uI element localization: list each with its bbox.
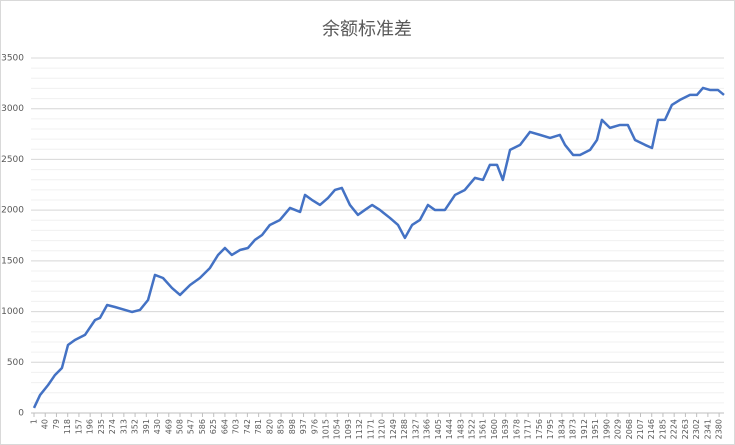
x-tick-label: 1483 [456, 419, 465, 439]
x-tick-label: 1795 [546, 419, 555, 439]
x-tick-label: 2068 [625, 419, 634, 439]
x-tick-label: 937 [299, 419, 308, 434]
x-tick-label: 1405 [434, 419, 443, 439]
x-tick-label: 1 [30, 419, 39, 424]
x-tick-label: 508 [176, 419, 185, 434]
x-tick-label: 1990 [602, 419, 611, 439]
x-tick-label: 352 [131, 419, 140, 434]
y-tick-label: 2500 [1, 155, 24, 165]
x-tick-label: 586 [198, 419, 207, 434]
x-tick-label: 2185 [658, 419, 667, 439]
x-tick-label: 2029 [614, 419, 623, 439]
x-tick-label: 703 [232, 419, 241, 434]
x-tick-label: 1912 [580, 419, 589, 439]
y-tick-label: 0 [18, 409, 24, 419]
x-tick-label: 1171 [366, 419, 375, 439]
x-tick-label: 2146 [647, 419, 656, 439]
x-tick-label: 1327 [411, 419, 420, 439]
x-tick-label: 625 [209, 419, 218, 434]
x-tick-label: 196 [86, 419, 95, 434]
data-line [32, 86, 725, 409]
x-tick-label: 2107 [636, 419, 645, 439]
x-tick-label: 157 [74, 419, 83, 434]
chart-title: 余额标准差 [322, 19, 412, 40]
x-tick-label: 1054 [333, 419, 342, 439]
x-tick-label: 1678 [512, 419, 521, 439]
x-tick-label: 1366 [423, 419, 432, 439]
x-tick-label: 1249 [389, 419, 398, 439]
x-tick-label: 1522 [468, 419, 477, 439]
x-tick-label: 391 [142, 419, 151, 434]
x-tick-label: 1834 [557, 419, 566, 439]
x-tick-label: 274 [108, 419, 117, 434]
x-tick-label: 820 [265, 419, 274, 434]
y-tick-label: 1500 [1, 256, 24, 266]
x-tick-label: 1717 [524, 419, 533, 439]
x-tick-label: 781 [254, 419, 263, 434]
x-tick-label: 2224 [670, 419, 679, 439]
x-tick-label: 1600 [490, 419, 499, 439]
x-tick-label: 118 [63, 419, 72, 434]
x-tick-label: 1444 [445, 419, 454, 439]
x-tick-label: 1873 [569, 419, 578, 439]
x-tick-label: 2302 [692, 419, 701, 439]
x-tick-label: 898 [288, 419, 297, 434]
x-tick-label: 1639 [501, 419, 510, 439]
x-tick-label: 976 [310, 419, 319, 434]
y-tick-label: 3500 [1, 54, 24, 64]
x-tick-label: 664 [220, 419, 229, 434]
y-tick-label: 1000 [1, 307, 24, 317]
x-tick-label: 235 [97, 419, 106, 434]
x-tick-label: 547 [187, 419, 196, 434]
x-tick-label: 742 [243, 419, 252, 434]
x-tick-label: 1951 [591, 419, 600, 439]
x-tick-label: 1288 [400, 419, 409, 439]
x-tick-label: 859 [277, 419, 286, 434]
x-tick-label: 1756 [535, 419, 544, 439]
y-tick-label: 500 [7, 358, 24, 368]
x-tick-label: 2263 [681, 419, 690, 439]
x-tick-label: 40 [41, 419, 50, 429]
x-tick-label: 2341 [703, 419, 712, 439]
x-tick-label: 2380 [715, 419, 724, 439]
x-tick-label: 1210 [378, 419, 387, 439]
x-tick-label: 430 [153, 419, 162, 434]
x-tick-label: 1093 [344, 419, 353, 439]
y-tick-label: 2000 [1, 206, 24, 216]
x-tick-label: 1015 [322, 419, 331, 439]
y-tick-label: 3000 [1, 104, 24, 114]
x-tick-label: 1561 [479, 419, 488, 439]
x-tick-label: 79 [52, 419, 61, 429]
x-tick-label: 1132 [355, 419, 364, 439]
x-tick-label: 469 [164, 419, 173, 434]
x-tick-label: 313 [119, 419, 128, 434]
